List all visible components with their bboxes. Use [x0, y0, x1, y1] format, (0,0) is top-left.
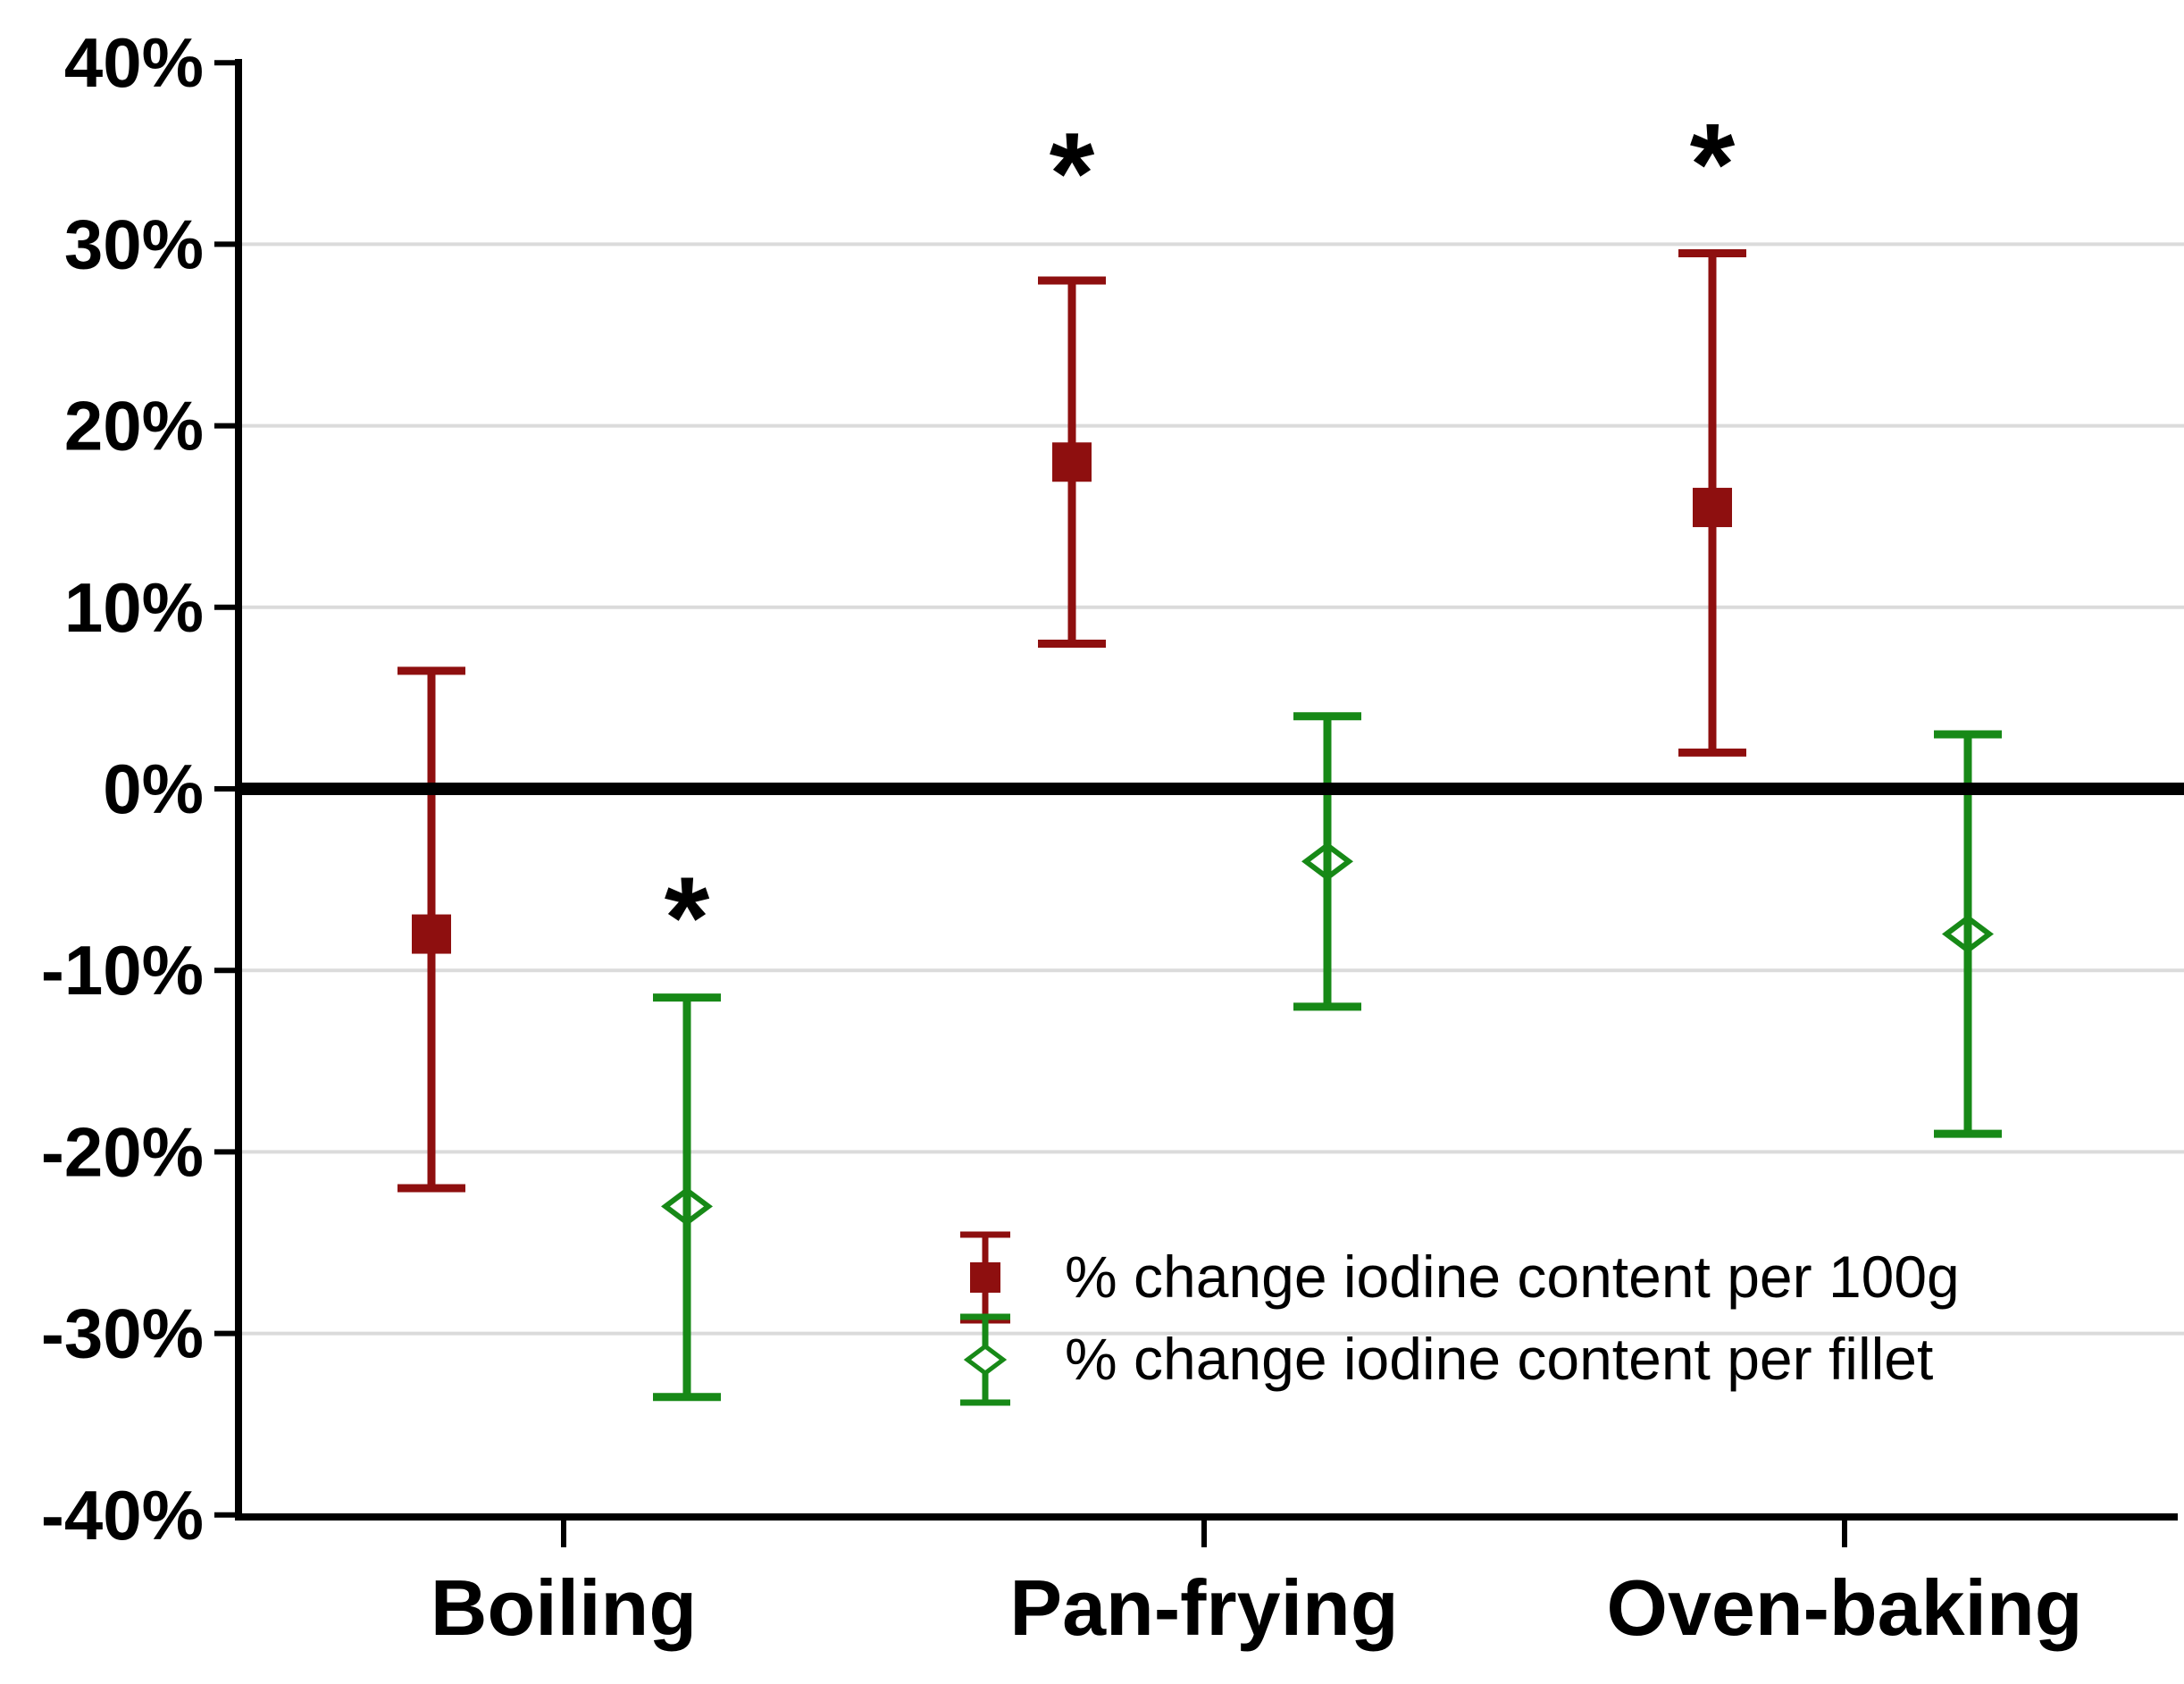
errorbar-point — [1038, 276, 1106, 648]
errorbar-point — [1293, 712, 1361, 1011]
y-tick-label: 10% — [64, 568, 204, 647]
legend-swatch-filled-square — [970, 1262, 1000, 1293]
y-tick-label: -40% — [41, 1476, 204, 1554]
legend-swatch-open-diamond — [963, 1343, 1008, 1377]
x-category-label: Oven-baking — [1607, 1563, 2083, 1652]
errorbar-point — [397, 666, 465, 1193]
x-category-label: Pan-frying — [1009, 1563, 1398, 1652]
legend-item: % change iodine content per fillet — [960, 1313, 1933, 1406]
legend-item: % change iodine content per 100g — [960, 1231, 1960, 1324]
x-category-label: Boiling — [431, 1563, 697, 1652]
y-tick-label: 40% — [64, 23, 204, 102]
y-tick-label: -20% — [41, 1112, 204, 1191]
significance-asterisk: * — [665, 852, 710, 983]
significance-asterisk: * — [1690, 99, 1736, 230]
marker-open-diamond — [661, 1186, 713, 1227]
y-tick-label: 20% — [64, 387, 204, 465]
y-tick-label: 0% — [103, 750, 204, 828]
marker-filled-square — [1052, 442, 1092, 482]
marker-open-diamond — [1301, 842, 1353, 882]
y-tick-label: -30% — [41, 1294, 204, 1373]
series-per-100g — [397, 249, 1746, 1193]
legend-label: % change iodine content per fillet — [1065, 1326, 1933, 1392]
marker-open-diamond — [1942, 914, 1994, 954]
significance-annotations: * * * — [665, 99, 1736, 983]
y-tick-label: -10% — [41, 931, 204, 1010]
marker-filled-square — [412, 914, 451, 954]
gridlines-group — [238, 242, 2184, 1336]
axes-group — [214, 59, 2178, 1547]
x-category-labels: Boiling Pan-frying Oven-baking — [431, 1563, 2083, 1652]
marker-filled-square — [1693, 488, 1732, 528]
series-per-fillet — [653, 712, 2002, 1402]
errorbar-point — [653, 993, 721, 1402]
legend-label: % change iodine content per 100g — [1065, 1244, 1960, 1310]
y-tick-labels: 40% 30% 20% 10% 0% -10% -20% -30% -40% — [41, 23, 204, 1554]
errorbar-point — [1678, 249, 1746, 757]
y-tick-label: 30% — [64, 205, 204, 283]
legend: % change iodine content per 100g % change… — [960, 1231, 1960, 1406]
significance-asterisk: * — [1050, 108, 1095, 239]
errorbar-point — [1934, 730, 2002, 1138]
